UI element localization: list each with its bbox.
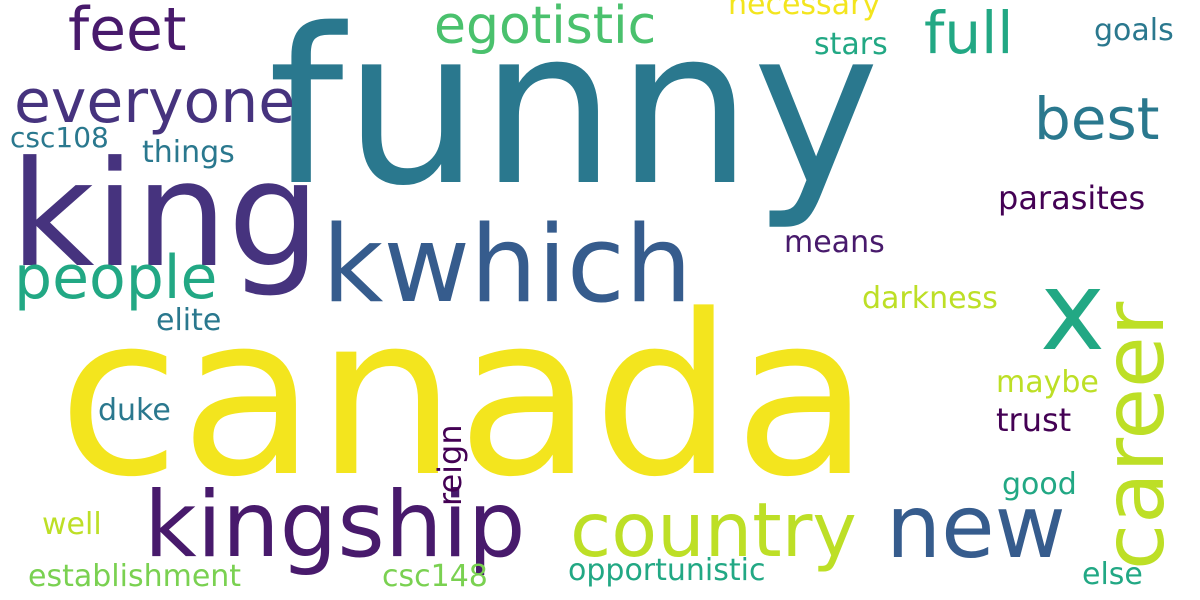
word-else: else — [1082, 557, 1143, 592]
word-necessary: necessary — [728, 0, 881, 22]
word-kwhich: kwhich — [322, 203, 693, 326]
word-country: country — [570, 486, 857, 574]
word-things: things — [142, 135, 235, 170]
word-csc148: csc148 — [382, 559, 488, 594]
word-reign: reign — [431, 424, 469, 506]
word-duke: duke — [98, 393, 171, 428]
word-elite: elite — [156, 303, 222, 338]
word-establishment: establishment — [28, 559, 242, 594]
word-stars: stars — [814, 27, 888, 62]
word-people: people — [14, 243, 218, 313]
word-goals: goals — [1094, 13, 1174, 48]
word-darkness: darkness — [862, 281, 998, 316]
word-csc108: csc108 — [10, 121, 109, 154]
word-well: well — [42, 507, 102, 542]
word-good: good — [1002, 467, 1077, 502]
word-canada: canada — [58, 268, 870, 526]
word-maybe: maybe — [996, 365, 1099, 400]
word-full: full — [924, 0, 1014, 67]
word-funny: funny — [268, 0, 880, 233]
word-career: career — [1085, 301, 1183, 570]
word-opportunistic: opportunistic — [568, 553, 766, 588]
word-egotistic: egotistic — [434, 0, 657, 56]
word-best: best — [1034, 85, 1160, 153]
word-king: king — [10, 130, 321, 300]
word-kingship: kingship — [144, 473, 526, 578]
word-parasites: parasites — [998, 179, 1146, 217]
word-x: x — [1040, 247, 1106, 375]
word-trust: trust — [996, 401, 1072, 439]
word-means: means — [784, 225, 885, 260]
word-everyone: everyone — [14, 67, 296, 137]
word-feet: feet — [68, 0, 187, 65]
word-new: new — [886, 476, 1066, 578]
